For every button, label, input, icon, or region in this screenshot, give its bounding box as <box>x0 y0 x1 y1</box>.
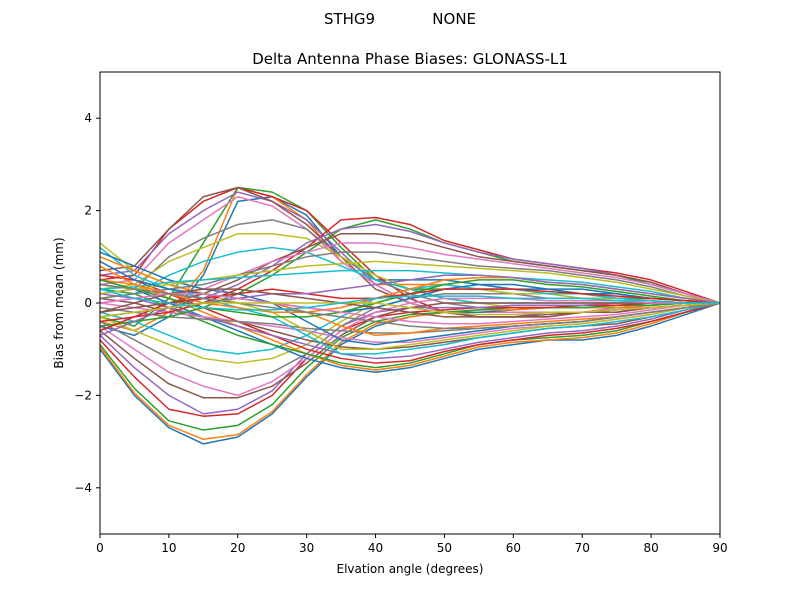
x-tick-label: 90 <box>712 541 727 555</box>
y-tick-label: −2 <box>74 388 92 402</box>
y-tick-label: 2 <box>84 204 92 218</box>
x-axis-label: Elvation angle (degrees) <box>336 562 484 576</box>
x-tick-label: 80 <box>643 541 658 555</box>
x-tick-label: 0 <box>96 541 104 555</box>
y-tick-label: 4 <box>84 111 92 125</box>
series-line-12 <box>99 302 720 441</box>
x-tick-label: 30 <box>299 541 314 555</box>
y-tick-label: 0 <box>84 296 92 310</box>
x-tick-label: 20 <box>230 541 245 555</box>
x-tick-label: 10 <box>161 541 176 555</box>
axes: 0 10 20 30 40 50 60 70 80 90 −4 −2 0 2 4 <box>74 71 728 555</box>
series-line-23 <box>99 288 721 369</box>
chart-title: Delta Antenna Phase Biases: GLONASS-L1 <box>252 50 568 68</box>
y-tick-label: −4 <box>74 481 92 495</box>
series-line-49 <box>99 302 721 318</box>
x-tick-label: 70 <box>575 541 590 555</box>
x-tick-label: 50 <box>437 541 452 555</box>
series-line-22 <box>99 279 721 371</box>
x-tick-label: 60 <box>506 541 521 555</box>
series-line-48 <box>99 283 721 330</box>
x-tick-label: 40 <box>368 541 383 555</box>
series-line-47 <box>99 293 721 325</box>
y-axis-label: Bias from mean (mm) <box>52 237 66 369</box>
series-line-38 <box>99 251 721 304</box>
series-lines <box>99 186 721 445</box>
series-line-50 <box>99 288 720 311</box>
series-line-40 <box>99 269 721 304</box>
figure-suptitle: STHG9 NONE <box>323 10 477 28</box>
